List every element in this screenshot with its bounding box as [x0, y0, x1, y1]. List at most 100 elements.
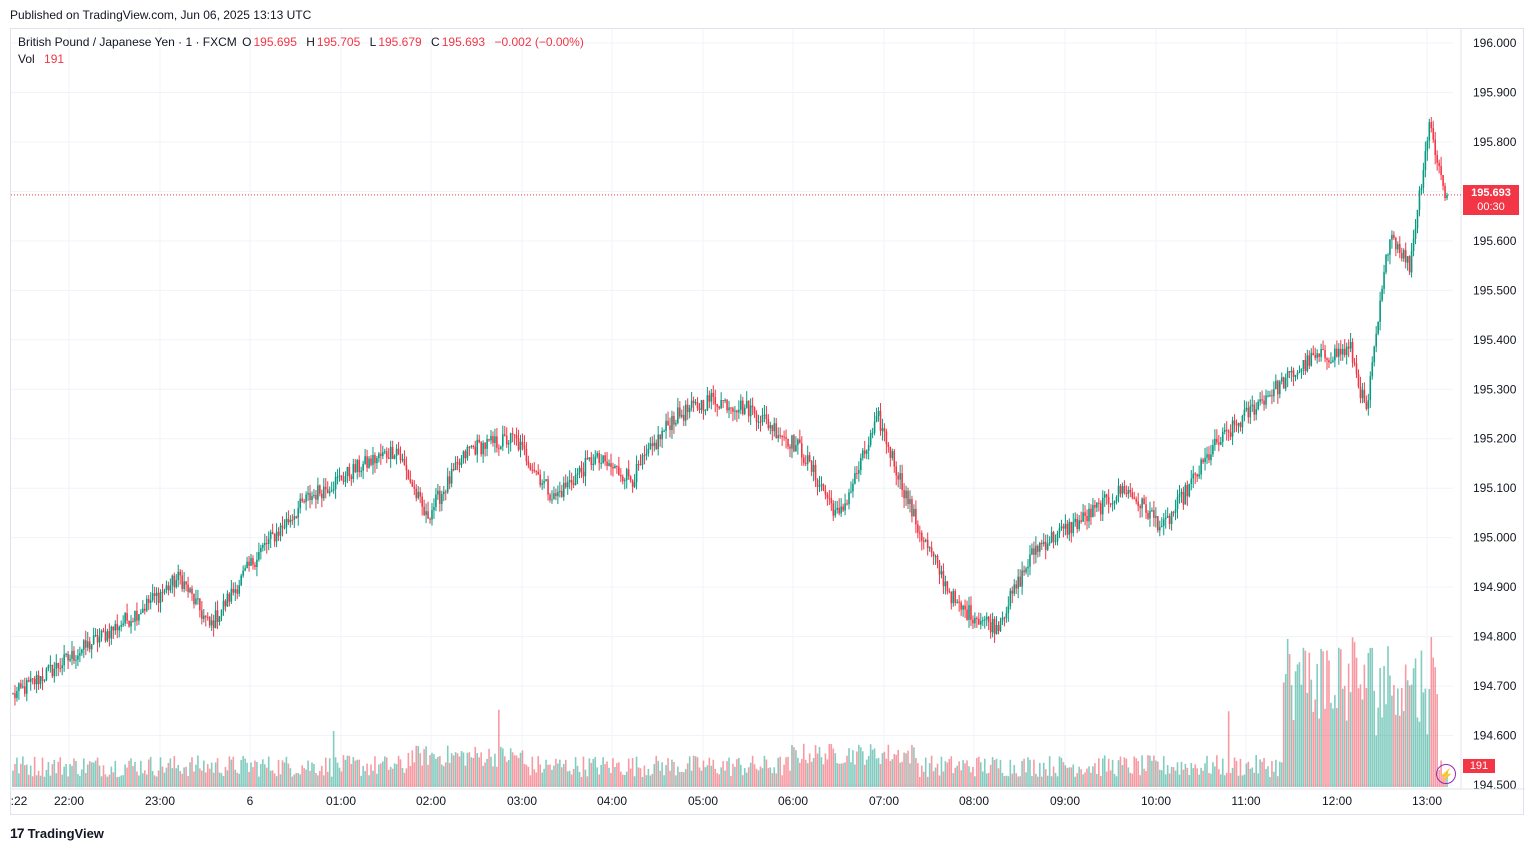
candle-body [1371, 362, 1374, 377]
volume-bar [1271, 761, 1273, 787]
volume-bar [1383, 666, 1385, 787]
volume-bar [582, 756, 585, 787]
candle-body [667, 420, 669, 426]
volume-bar [1404, 664, 1407, 787]
candle-body [789, 446, 791, 449]
candle-body [212, 620, 215, 628]
volume-bar [592, 758, 595, 787]
volume-bar [324, 757, 327, 787]
volume-bar [537, 756, 540, 787]
volume-bar [846, 755, 848, 787]
last-price-value: 195.693 [1471, 187, 1511, 199]
candle-body [1062, 526, 1065, 529]
candle-body [122, 623, 124, 626]
tradingview-logo-icon: 17 [10, 825, 25, 841]
candle-body [1339, 348, 1342, 355]
candle-body [838, 507, 840, 514]
volume-bar [1223, 775, 1226, 787]
candle-body [498, 447, 500, 449]
volume-bar [1397, 688, 1399, 787]
volume-bar [159, 757, 162, 787]
volume-bar [1068, 767, 1071, 787]
candle-body [834, 509, 837, 516]
volume-bar [224, 766, 227, 787]
candle-body [311, 496, 313, 501]
volume-bar [1050, 776, 1053, 787]
candle-body [315, 494, 317, 500]
candle-body [193, 593, 195, 605]
volume-bar [830, 744, 833, 787]
volume-bar [684, 769, 687, 787]
volume-bar [372, 770, 374, 787]
volume-bar [1086, 768, 1088, 787]
footer-brand[interactable]: 17 TradingView [10, 825, 104, 841]
volume-bar [1247, 761, 1250, 787]
x-tick-label: 09:00 [1050, 794, 1080, 808]
candle-body [1365, 402, 1368, 409]
candle-body [989, 622, 992, 633]
volume-bar [576, 765, 579, 787]
volume-bar [1035, 773, 1037, 787]
volume-bar [293, 774, 296, 787]
volume-bar [411, 750, 414, 787]
candle-body [222, 600, 225, 610]
volume-bar [1424, 688, 1427, 787]
candle-body [905, 490, 907, 499]
candle-body [696, 402, 699, 409]
volume-bar [143, 770, 146, 787]
volume-bar [1198, 774, 1200, 787]
volume-bar [1174, 770, 1177, 787]
candle-body [362, 464, 364, 471]
candle-body [694, 402, 697, 404]
lightning-icon[interactable]: ⚡ [1436, 764, 1456, 784]
volume-bar [498, 709, 500, 787]
volume-bar [145, 774, 148, 787]
candle-body [234, 589, 237, 593]
candle-body [458, 462, 461, 465]
candle-body [1204, 457, 1206, 463]
volume-bar [383, 756, 386, 787]
candle-body [466, 446, 469, 459]
candle-body [1101, 497, 1104, 515]
volume-bar [193, 771, 195, 787]
volume-bar [79, 775, 81, 787]
volume-bar [1196, 768, 1198, 787]
volume-bar [761, 768, 764, 787]
candle-body [956, 601, 958, 603]
volume-bar [985, 773, 988, 787]
candle-body [1367, 400, 1370, 409]
candle-body [885, 431, 888, 445]
x-tick-label: 6 [247, 794, 254, 808]
x-tick-label: 01:00 [326, 794, 356, 808]
volume-bar [179, 770, 182, 787]
candle-body [616, 465, 618, 467]
candle-body [24, 686, 26, 694]
volume-bar [1365, 687, 1368, 787]
volume-bar [238, 773, 241, 787]
volume-bar [1214, 766, 1216, 787]
published-caption: Published on TradingView.com, Jun 06, 20… [10, 8, 312, 22]
volume-bar [686, 763, 689, 787]
candle-body [1326, 358, 1328, 361]
volume-bar [1109, 770, 1112, 787]
chart-frame[interactable]: 196.000195.900195.800195.700195.600195.5… [10, 28, 1525, 816]
volume-bar [568, 770, 571, 787]
candle-body [938, 562, 941, 575]
candle-body [1294, 374, 1297, 377]
candle-body [863, 450, 866, 454]
volume-bar [92, 762, 95, 787]
candle-body [295, 516, 298, 518]
candle-body [1391, 234, 1393, 240]
candle-body [533, 469, 536, 472]
bar-countdown: 00:30 [1477, 201, 1505, 213]
candle-body [393, 456, 396, 459]
candle-body [494, 436, 496, 444]
volume-bar [714, 768, 717, 787]
price-chart[interactable]: 196.000195.900195.800195.700195.600195.5… [11, 29, 1525, 816]
volume-bar [730, 775, 732, 787]
volume-bar [1296, 664, 1299, 787]
candle-body [972, 619, 974, 624]
candle-body [470, 446, 473, 448]
volume-bar [873, 748, 876, 787]
candle-body [442, 491, 445, 495]
